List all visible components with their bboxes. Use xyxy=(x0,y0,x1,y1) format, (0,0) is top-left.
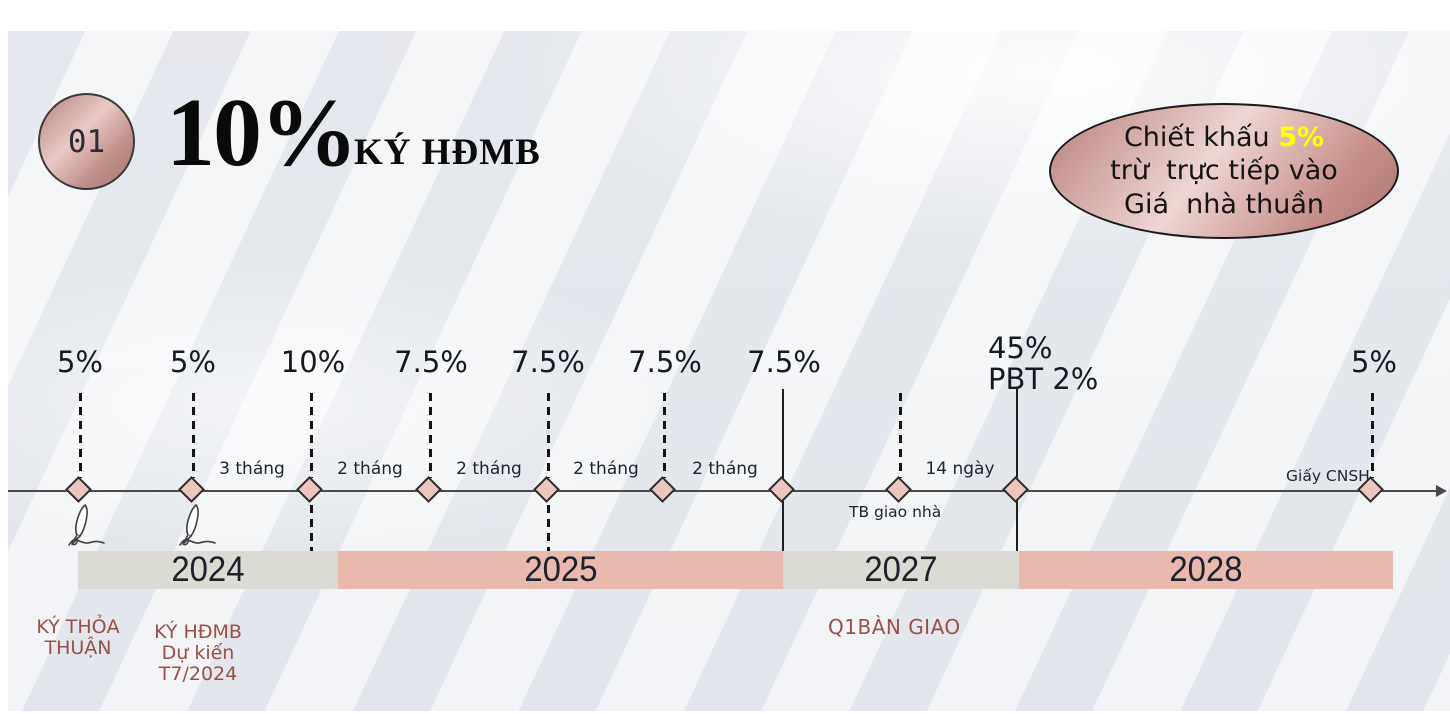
footer-label-contract: KÝ HĐMB Dự kiến T7/2024 xyxy=(138,622,258,685)
discount-text: Chiết khấu xyxy=(1123,122,1279,154)
interval-label: 2 tháng xyxy=(337,459,403,479)
interval-label: 2 tháng xyxy=(573,459,639,479)
milestone-percent-label: 10% xyxy=(280,345,346,379)
interval-label: 3 tháng xyxy=(219,459,285,479)
interval-label: 2 tháng xyxy=(692,459,758,479)
arrow-right-icon xyxy=(1436,485,1447,497)
footer-contract-line1: KÝ HĐMB xyxy=(154,621,242,643)
step-number-badge: 01 xyxy=(38,93,135,190)
solid-connector xyxy=(782,389,784,551)
timeline-axis xyxy=(8,490,1438,492)
solid-connector xyxy=(1016,389,1018,551)
year-label: 2025 xyxy=(523,550,598,589)
dashed-connector xyxy=(547,393,550,478)
year-bar-2024: 2024 xyxy=(78,550,338,589)
signature-pen-icon xyxy=(179,503,216,546)
signature-pen-icon xyxy=(68,503,105,546)
contract-signing-heading: KÝ HĐMB xyxy=(354,132,541,173)
year-label: 2027 xyxy=(864,550,938,589)
dashed-connector xyxy=(1371,393,1374,478)
footer-contract-line2: Dự kiến xyxy=(161,642,235,664)
milestone-percent-label: 5% xyxy=(169,345,216,379)
dashed-connector xyxy=(899,393,902,478)
year-label: 2028 xyxy=(1169,550,1243,589)
handover-notice-label: TB giao nhà xyxy=(849,503,942,521)
dashed-connector xyxy=(79,393,82,478)
milestone-percent-label: 7.5% xyxy=(394,345,468,379)
final-payment-label: 45% PBT 2% xyxy=(988,333,1098,395)
footer-agreement-line1: KÝ THỎA xyxy=(36,616,120,638)
dashed-connector xyxy=(192,393,195,478)
final-payment-percent: 45% xyxy=(988,331,1053,365)
milestone-percent-label: 5% xyxy=(56,345,103,379)
footer-label-agreement: KÝ THỎA THUẬN xyxy=(18,617,138,659)
step-number: 01 xyxy=(67,123,106,160)
footer-agreement-line2: THUẬN xyxy=(44,637,112,659)
milestone-percent-label: 7.5% xyxy=(747,345,821,379)
interval-label: 14 ngày xyxy=(925,459,995,479)
year-bar-2027: 2027 xyxy=(783,550,1019,589)
milestone-percent-label: 7.5% xyxy=(628,345,702,379)
discount-line2: trừ trực tiếp vào xyxy=(1110,155,1338,187)
footer-contract-line3: T7/2024 xyxy=(158,663,238,685)
dashed-connector xyxy=(663,393,666,478)
footer-label-handover: Q1BÀN GIAO xyxy=(828,615,961,639)
dashed-connector xyxy=(429,393,432,478)
discount-bubble: Chiết khấu 5% trừ trực tiếp vào Giá nhà … xyxy=(1049,103,1399,239)
certificate-label: Giấy CNSH xyxy=(1286,467,1370,485)
payment-percent-heading: 10% xyxy=(166,79,358,187)
interval-label: 2 tháng xyxy=(456,459,522,479)
discount-highlight: 5% xyxy=(1278,122,1325,154)
final-payment-sub: PBT 2% xyxy=(988,362,1099,396)
milestone-percent-label: 7.5% xyxy=(511,345,585,379)
milestone-percent-label: 5% xyxy=(1350,345,1397,379)
discount-line3: Giá nhà thuần xyxy=(1124,188,1324,220)
year-bar-2025: 2025 xyxy=(338,550,783,589)
dashed-connector xyxy=(310,393,313,478)
year-bar-2028: 2028 xyxy=(1019,550,1393,589)
dashed-connector xyxy=(547,505,550,551)
discount-line1: Chiết khấu 5% xyxy=(1124,121,1324,154)
dashed-connector xyxy=(310,505,313,551)
year-label: 2024 xyxy=(171,550,245,589)
